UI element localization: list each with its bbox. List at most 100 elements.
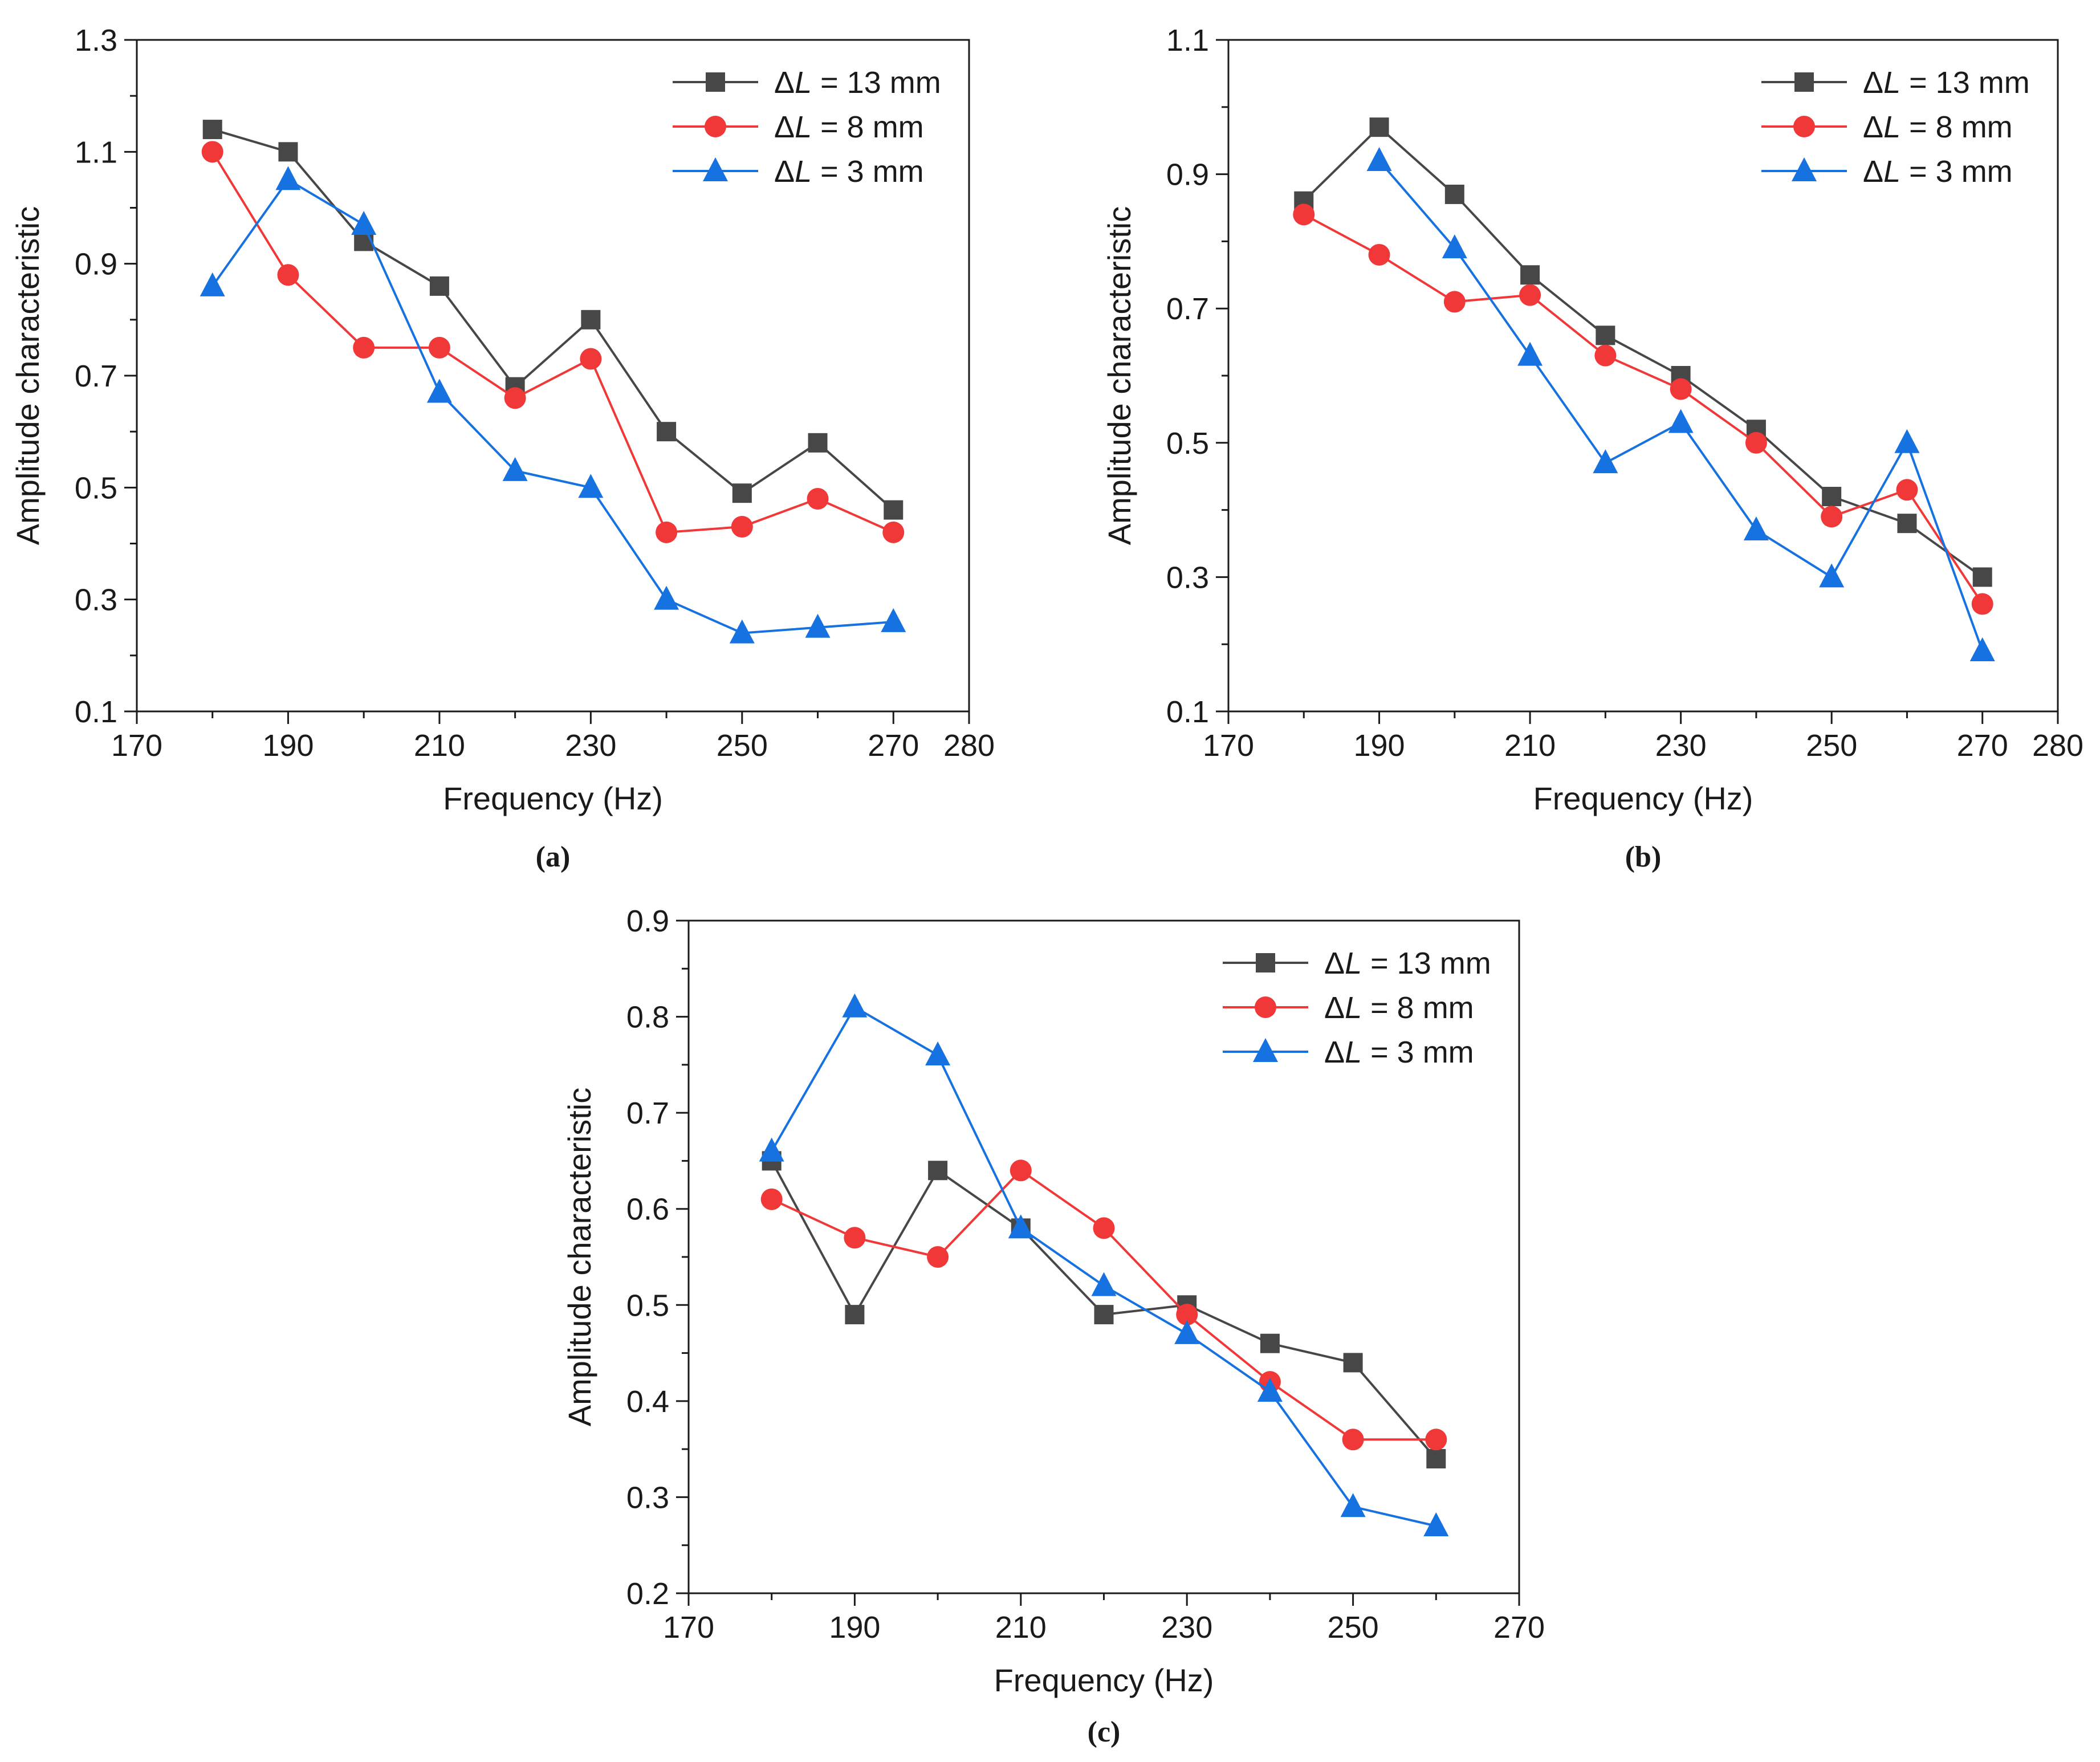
- x-tick-label: 170: [111, 729, 162, 763]
- data-point: [1443, 291, 1466, 313]
- legend-value: = 3 mm: [1900, 154, 2013, 189]
- data-point: [1897, 514, 1917, 534]
- legend-entry: ΔL = 3 mm: [1324, 1035, 1474, 1069]
- data-point: [578, 474, 604, 498]
- y-tick-label: 1.3: [75, 23, 117, 58]
- data-point: [884, 500, 904, 520]
- legend-value: = 8 mm: [1362, 991, 1474, 1025]
- data-point: [732, 483, 752, 503]
- legend-marker: [1793, 116, 1815, 137]
- y-axis-label: Amplitude characteristic: [10, 206, 46, 545]
- legend-variable: L: [1883, 66, 1900, 100]
- data-point: [504, 387, 526, 409]
- data-point: [1670, 378, 1692, 400]
- data-point: [760, 1188, 783, 1210]
- series-1: [760, 1159, 1447, 1451]
- y-tick-label: 0.9: [1166, 158, 1209, 192]
- data-point: [200, 272, 225, 296]
- data-point: [428, 336, 450, 359]
- data-point: [1293, 204, 1315, 226]
- legend-marker: [1792, 157, 1817, 181]
- data-point: [759, 1137, 784, 1162]
- x-tick-label: 270: [1493, 1610, 1545, 1645]
- data-point: [1596, 325, 1615, 345]
- data-point: [1368, 243, 1390, 266]
- series-line: [211, 178, 894, 634]
- data-point: [1444, 184, 1464, 204]
- panel-label: (b): [1625, 841, 1662, 873]
- x-axis-label: Frequency (Hz): [994, 1662, 1214, 1698]
- y-tick-label: 0.7: [75, 359, 117, 393]
- x-tick-label: 270: [868, 729, 919, 763]
- y-tick-label: 0.9: [75, 247, 117, 282]
- data-point: [928, 1161, 948, 1181]
- y-tick-label: 0.7: [1166, 292, 1209, 326]
- legend-value: = 3 mm: [812, 154, 924, 189]
- legend-variable: L: [1345, 946, 1362, 980]
- y-tick-label: 0.2: [626, 1577, 669, 1611]
- series-2: [200, 166, 906, 644]
- data-point: [844, 1227, 866, 1249]
- series-line: [1303, 126, 1983, 579]
- y-tick-label: 0.5: [1166, 426, 1209, 461]
- x-tick-label: 210: [414, 729, 465, 763]
- data-point: [657, 422, 677, 442]
- data-point: [1366, 147, 1392, 172]
- series-line: [1378, 160, 1984, 652]
- data-point: [1174, 1320, 1200, 1344]
- data-point: [1094, 1305, 1114, 1325]
- legend-variable: L: [795, 66, 812, 100]
- y-tick-label: 0.5: [75, 471, 117, 505]
- legend-variable: L: [1345, 991, 1362, 1025]
- y-tick-label: 0.4: [626, 1385, 669, 1419]
- legend-variable: L: [1345, 1035, 1362, 1069]
- x-tick-label: 210: [1504, 729, 1556, 763]
- data-point: [429, 276, 449, 296]
- legend-marker: [1256, 953, 1275, 972]
- legend-entry: ΔL = 3 mm: [1863, 154, 2013, 189]
- data-point: [1745, 432, 1767, 454]
- data-point: [202, 120, 222, 140]
- legend-entry: ΔL = 8 mm: [774, 110, 924, 144]
- legend-value: = 3 mm: [1362, 1035, 1474, 1069]
- data-point: [925, 1041, 951, 1065]
- data-point: [1442, 234, 1467, 259]
- series-line: [211, 151, 894, 534]
- data-point: [845, 1305, 865, 1325]
- data-point: [842, 993, 868, 1018]
- legend-value: = 13 mm: [812, 66, 941, 100]
- data-point: [1008, 1214, 1033, 1239]
- data-point: [808, 433, 828, 453]
- x-tick-label: 280: [943, 729, 995, 763]
- legend-marker: [1253, 1038, 1278, 1062]
- y-tick-label: 0.5: [626, 1288, 669, 1322]
- legend-delta: Δ: [1863, 110, 1883, 144]
- series-line: [1303, 213, 1984, 605]
- x-tick-label: 230: [1655, 729, 1707, 763]
- y-tick-label: 0.3: [1166, 560, 1209, 595]
- data-point: [1517, 341, 1543, 366]
- legend-entry: ΔL = 8 mm: [1863, 110, 2013, 144]
- y-tick-label: 0.9: [626, 904, 669, 938]
- data-point: [729, 619, 755, 644]
- legend-delta: Δ: [774, 66, 795, 100]
- series-line: [770, 1006, 1436, 1527]
- legend-delta: Δ: [1324, 991, 1345, 1025]
- x-tick-label: 210: [995, 1610, 1047, 1645]
- chart-b: 170 190 210 230 250 270 280 0.1 0.3 0.5 0.7 0.9 1.1 F…: [1101, 23, 2083, 873]
- data-point: [1668, 409, 1694, 433]
- series-line: [212, 128, 894, 511]
- y-tick-label: 0.6: [626, 1193, 669, 1227]
- x-tick-label: 190: [262, 729, 314, 763]
- data-point: [1369, 117, 1389, 137]
- data-point: [277, 264, 299, 286]
- legend-entry: ΔL = 8 mm: [1324, 991, 1474, 1025]
- legend-marker: [705, 116, 726, 137]
- data-point: [1260, 1333, 1280, 1353]
- legend-marker: [703, 157, 728, 181]
- data-point: [1425, 1429, 1447, 1451]
- x-tick-label: 250: [717, 729, 768, 763]
